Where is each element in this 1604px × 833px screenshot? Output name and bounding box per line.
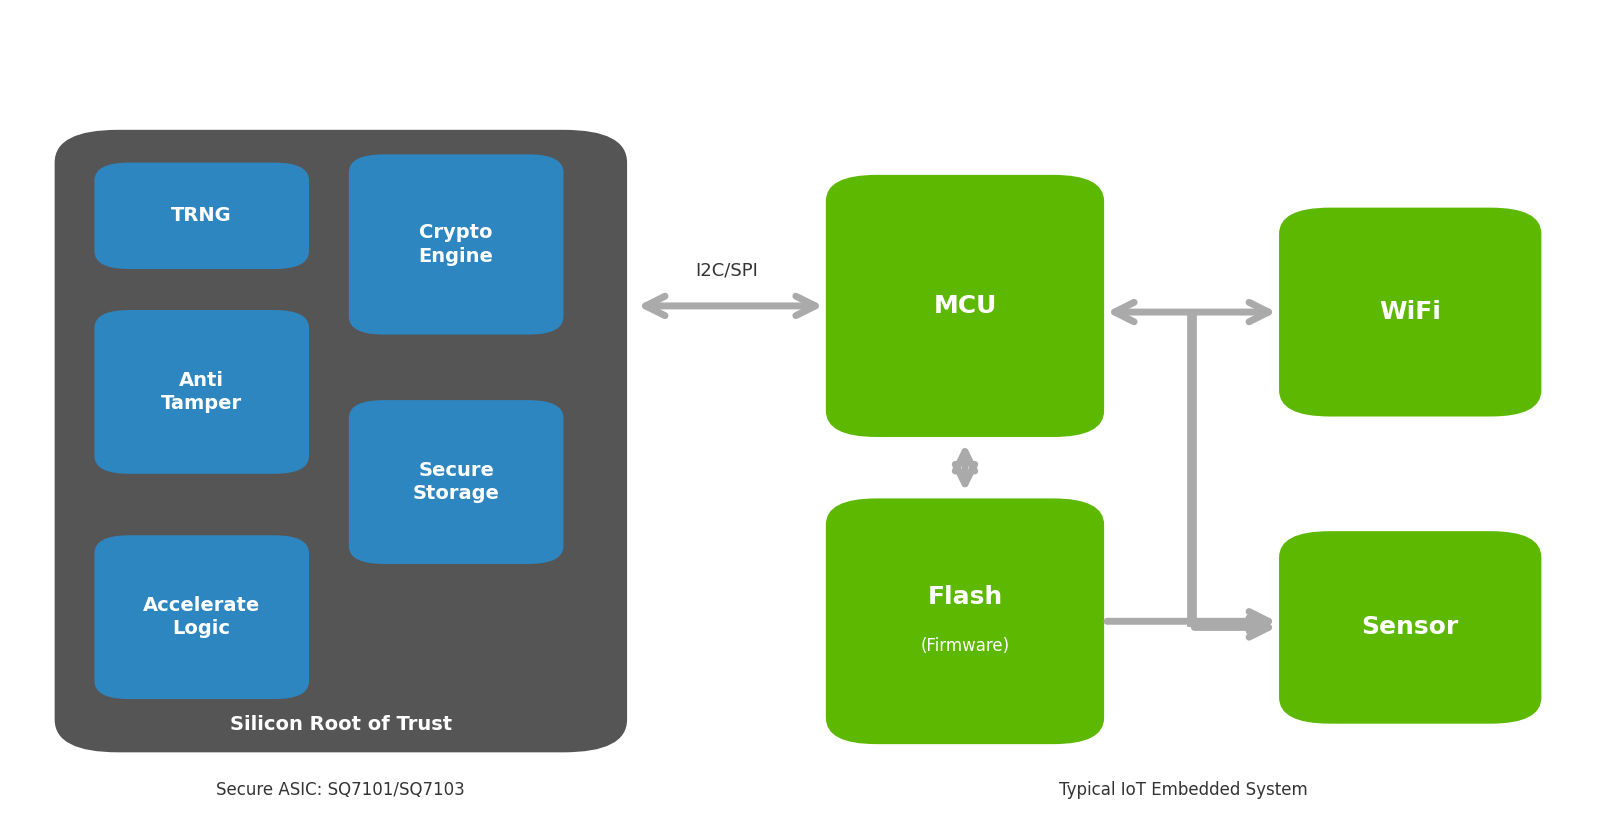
Text: (Firmware): (Firmware) (921, 637, 1009, 655)
Text: MCU: MCU (934, 294, 996, 318)
Text: Silicon Root of Trust: Silicon Root of Trust (229, 716, 452, 735)
Text: Anti
Tamper: Anti Tamper (160, 371, 242, 413)
FancyBboxPatch shape (55, 130, 627, 752)
Text: Flash: Flash (927, 585, 1002, 609)
FancyBboxPatch shape (95, 162, 310, 269)
FancyBboxPatch shape (348, 154, 563, 335)
Text: Sensor: Sensor (1362, 616, 1460, 640)
FancyBboxPatch shape (826, 175, 1104, 437)
Text: Secure
Storage: Secure Storage (412, 461, 499, 503)
Text: Crypto
Engine: Crypto Engine (419, 223, 494, 266)
Text: Secure ASIC: SQ7101/SQ7103: Secure ASIC: SQ7101/SQ7103 (217, 781, 465, 799)
FancyBboxPatch shape (826, 498, 1104, 744)
Text: Typical IoT Embedded System: Typical IoT Embedded System (1059, 781, 1307, 799)
Text: I2C/SPI: I2C/SPI (695, 262, 759, 280)
FancyBboxPatch shape (95, 310, 310, 474)
Text: Accelerate
Logic: Accelerate Logic (143, 596, 260, 638)
FancyBboxPatch shape (1278, 207, 1541, 416)
FancyBboxPatch shape (348, 400, 563, 564)
FancyBboxPatch shape (95, 536, 310, 699)
Text: TRNG: TRNG (172, 207, 233, 225)
FancyBboxPatch shape (1278, 531, 1541, 724)
Text: WiFi: WiFi (1379, 300, 1440, 324)
